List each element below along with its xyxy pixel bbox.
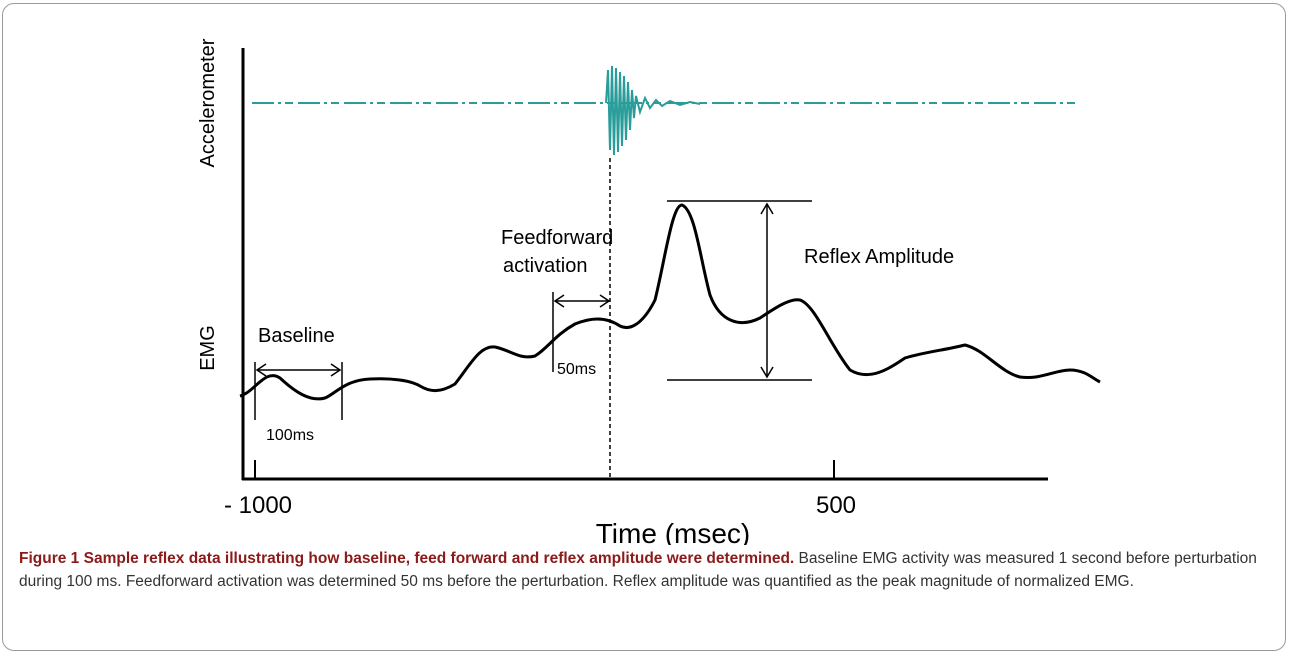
reflex-figure: Accelerometer EMG - 1000 500 Time (msec)… [197,38,1101,545]
baseline-arrowhead-right [330,363,342,377]
x-axis-label: Time (msec) [596,518,751,545]
feedforward-window-label: 50ms [557,361,596,378]
feedforward-arrowhead-left [553,294,565,308]
caption-body: Baseline EMG activity was measured 1 sec… [19,550,1257,590]
feedforward-window [552,292,611,372]
baseline-window-label: 100ms [266,427,314,444]
tick-label-minus-1000: - 1000 [224,492,292,519]
feedforward-label-line1: Feedforward [501,227,613,249]
caption-title: Sample reflex data illustrating how base… [83,550,795,567]
figure-frame [2,3,1286,651]
feedforward-arrowhead-right [599,294,611,308]
accel-burst [605,65,701,156]
y-label-accelerometer: Accelerometer [197,38,219,167]
baseline-label: Baseline [258,325,335,347]
y-label-emg: EMG [197,325,219,371]
reflex-arrowhead-bottom [760,366,774,379]
reflex-amplitude-label: Reflex Amplitude [804,246,954,268]
caption-label: Figure 1 [19,550,80,567]
reflex-amplitude-marker [667,200,812,381]
tick-label-500: 500 [816,492,856,519]
baseline-arrowhead-left [255,363,267,377]
figure-caption: Figure 1 Sample reflex data illustrating… [19,548,1269,593]
feedforward-label-line2: activation [503,255,588,277]
baseline-window [254,362,343,420]
accelerometer-trace [252,65,1078,156]
reflex-arrowhead-top [760,202,774,215]
emg-trace [239,203,1101,401]
